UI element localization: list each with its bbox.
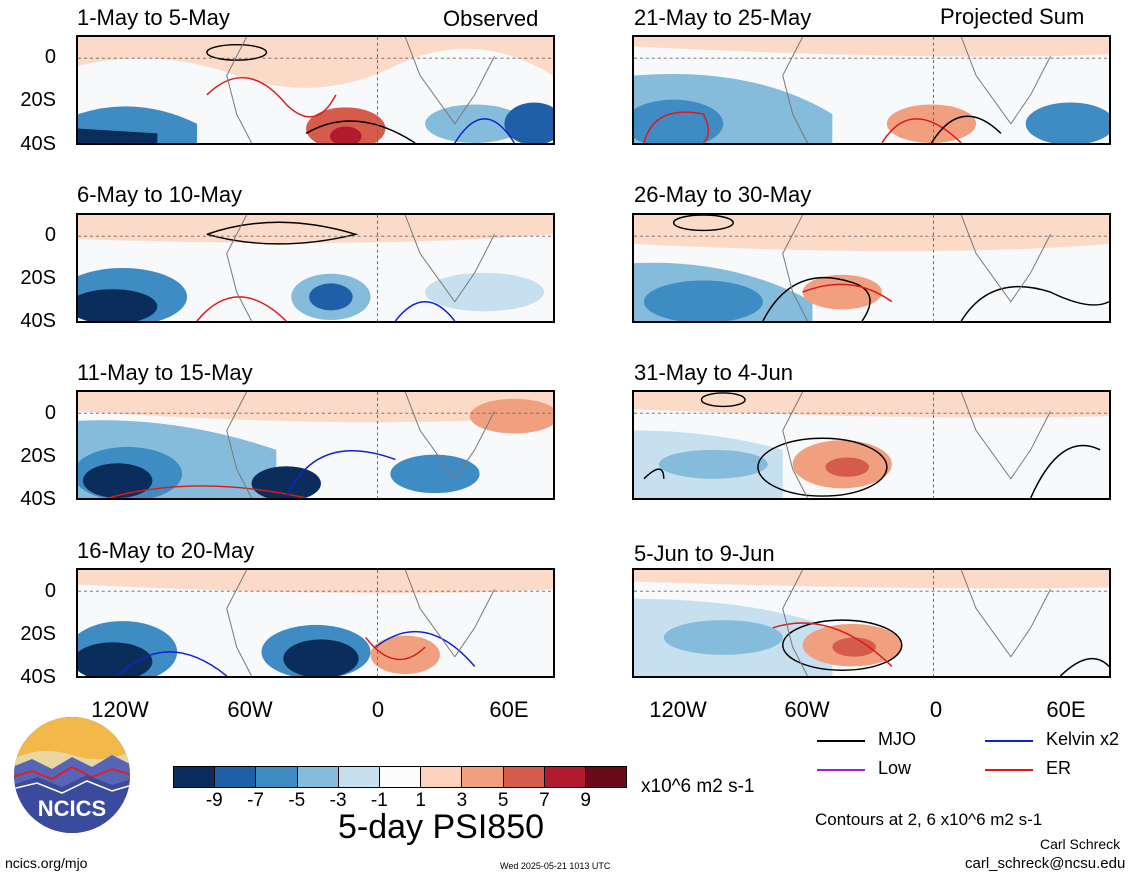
projected-header: Projected Sum — [940, 4, 1085, 29]
lat-label: 0 — [44, 580, 56, 602]
chart-title: 5-day PSI850 — [338, 808, 545, 846]
lon-label: 120W — [649, 697, 707, 722]
colorbar-tick-label: 1 — [415, 790, 426, 811]
colorbar-swatch — [544, 767, 586, 787]
observed-header: Observed — [443, 6, 539, 31]
er-legend-line — [985, 769, 1033, 771]
lat-label: 40S — [20, 133, 56, 155]
lat-label: 20S — [20, 89, 56, 111]
map-panel-may31-jun4 — [632, 390, 1111, 500]
kelvin-legend-line — [985, 740, 1033, 742]
site-link[interactable]: ncics.org/mjo — [5, 855, 88, 871]
lon-label: 60W — [784, 697, 830, 722]
colorbar-tick-label: 7 — [539, 790, 550, 811]
lon-label: 60E — [1046, 697, 1086, 722]
panel-title: 11-May to 15-May — [77, 360, 253, 385]
colorbar-tick-label: -7 — [247, 790, 264, 811]
lon-label: 0 — [371, 697, 385, 722]
map-panel-jun5-9 — [632, 568, 1111, 678]
colorbar-swatch — [297, 767, 339, 787]
lat-label: 20S — [20, 267, 56, 289]
lat-label: 40S — [20, 310, 56, 332]
timestamp: Wed 2025-05-21 1013 UTC — [500, 861, 611, 871]
lat-label: 40S — [20, 666, 56, 688]
lat-label: 40S — [20, 488, 56, 510]
lon-label: 60W — [227, 697, 273, 722]
panel-title: 16-May to 20-May — [77, 538, 255, 563]
contour-note: Contours at 2, 6 x10^6 m2 s-1 — [815, 810, 1043, 829]
author: Carl Schreck — [1040, 836, 1121, 852]
lon-label: 60E — [489, 697, 529, 722]
logo-text: NCICS — [37, 796, 107, 821]
ncics-logo — [12, 715, 132, 835]
colorbar-swatch — [503, 767, 545, 787]
low-legend-label: Low — [878, 758, 912, 778]
colorbar-swatch — [174, 767, 216, 787]
colorbar-units: x10^6 m2 s-1 — [641, 776, 755, 797]
colorbar-tick-label: 3 — [456, 790, 468, 811]
lat-label: 20S — [20, 445, 56, 467]
panel-title: 26-May to 30-May — [634, 182, 812, 207]
lat-label: 0 — [44, 402, 56, 424]
map-panel-may6-10 — [76, 213, 555, 323]
colorbar-tick-label: -5 — [288, 790, 306, 811]
colorbar-swatch — [585, 767, 627, 787]
colorbar-tick-label: -9 — [205, 790, 223, 811]
panel-title: 1-May to 5-May — [77, 5, 230, 30]
colorbar-swatch — [215, 767, 257, 787]
map-panel-may11-15 — [76, 390, 555, 500]
lon-label: 0 — [929, 697, 943, 722]
colorbar-swatch — [421, 767, 463, 787]
map-panel-may16-20 — [76, 568, 555, 678]
panel-title: 5-Jun to 9-Jun — [634, 541, 775, 566]
kelvin-legend-label: Kelvin x2 — [1046, 729, 1120, 749]
colorbar-tick-label: -1 — [370, 790, 388, 811]
colorbar-tick-label: 9 — [580, 790, 591, 811]
panel-title: 31-May to 4-Jun — [634, 360, 793, 385]
colorbar-tick-label: -3 — [329, 790, 347, 811]
colorbar-swatch — [379, 767, 422, 787]
lat-label: 0 — [44, 46, 56, 68]
email[interactable]: carl_schreck@ncsu.edu — [965, 855, 1126, 872]
panel-title: 21-May to 25-May — [634, 5, 812, 30]
colorbar-swatch — [256, 767, 298, 787]
lat-label: 20S — [20, 623, 56, 645]
mjo-legend-line — [817, 740, 865, 742]
map-panel-may1-5 — [76, 35, 555, 145]
colorbar — [173, 766, 627, 788]
mjo-legend-label: MJO — [878, 729, 916, 749]
lon-label: 120W — [91, 697, 149, 722]
lat-label: 0 — [44, 224, 56, 246]
map-panel-may26-30 — [632, 213, 1111, 323]
colorbar-swatch — [462, 767, 504, 787]
map-panel-may21-25 — [632, 35, 1111, 145]
panel-title: 6-May to 10-May — [77, 182, 243, 207]
low-legend-line — [817, 769, 865, 771]
colorbar-tick-label: 5 — [497, 790, 509, 811]
er-legend-label: ER — [1046, 758, 1072, 778]
colorbar-swatch — [338, 767, 380, 787]
